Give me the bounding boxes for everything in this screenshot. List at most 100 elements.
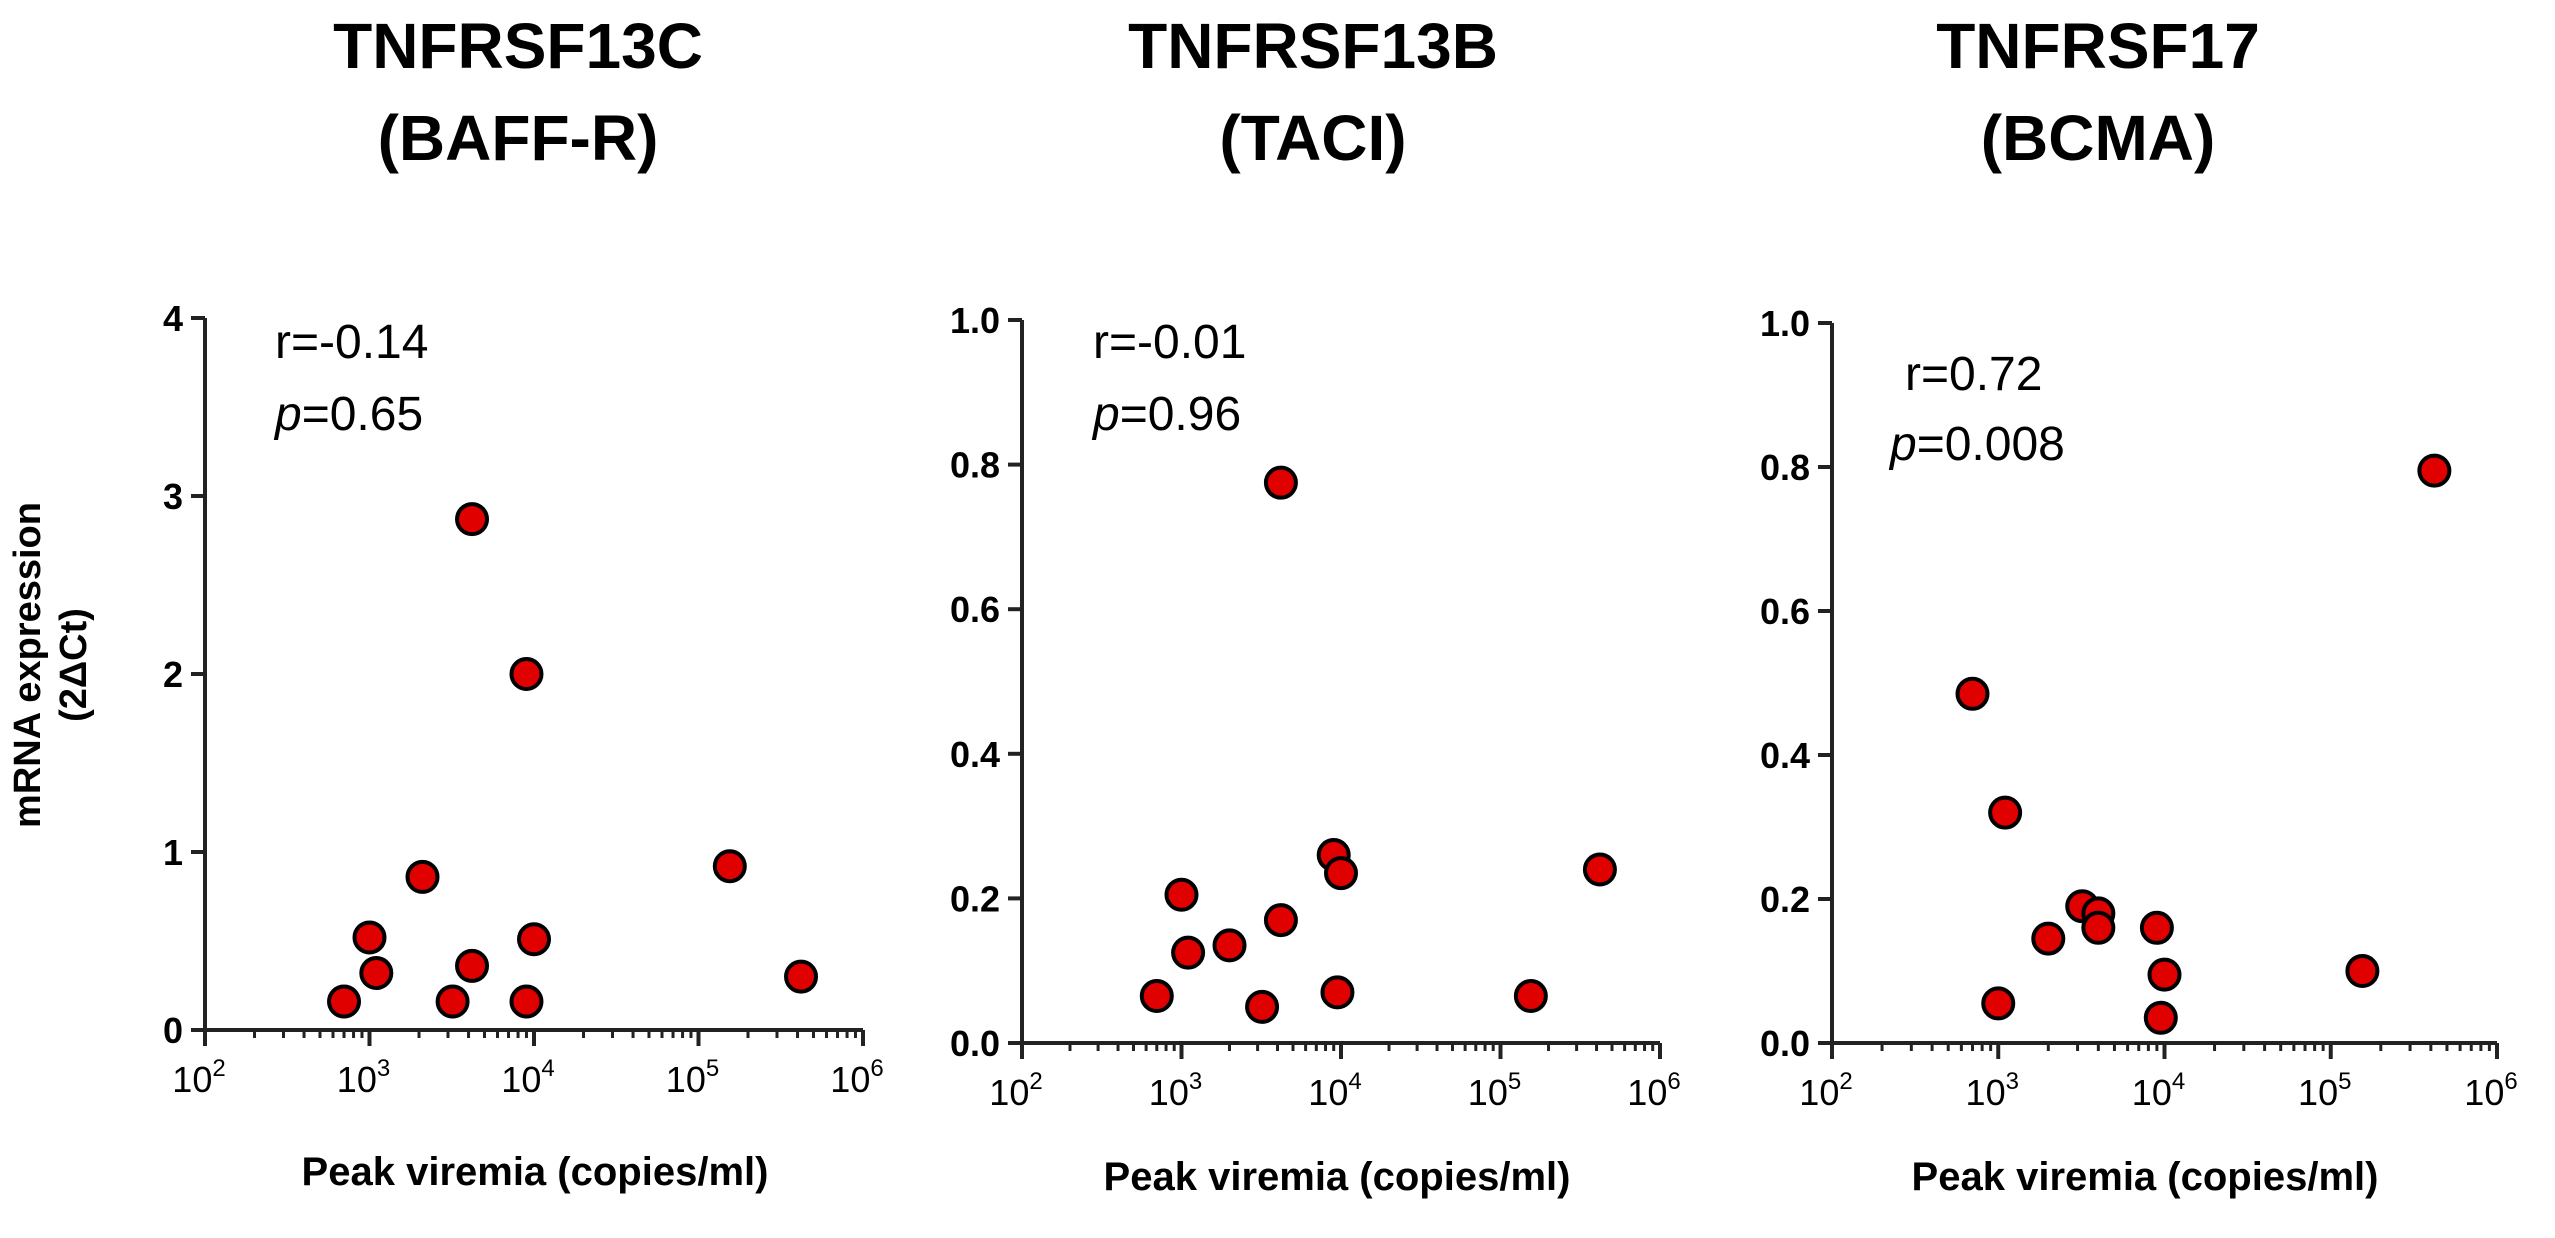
y-tick-label: 0.4 (950, 734, 1000, 775)
panel-baffr: TNFRSF13C (BAFF-R) Peak viremia (copies/… (163, 10, 884, 1194)
x-tick-label: 105 (2298, 1068, 2351, 1113)
data-point (2081, 910, 2116, 945)
x-tick-label: 102 (1799, 1068, 1852, 1113)
p-symbol: p (1091, 388, 1120, 441)
data-point (1320, 975, 1355, 1010)
data-point (2139, 910, 2174, 945)
data-points (327, 502, 819, 1019)
data-point (455, 502, 490, 537)
panel-title-line2: (BAFF-R) (378, 102, 659, 174)
annotation-r: r=-0.14 (275, 316, 428, 369)
axes: 0 1 2 3 4 102 103 104 105 106 (163, 298, 884, 1100)
data-point (1263, 903, 1298, 938)
y-tick-label: 1 (163, 832, 183, 873)
y-tick-label: 4 (163, 298, 183, 339)
data-point (1513, 979, 1548, 1014)
p-value: =0.65 (302, 388, 423, 441)
annotation-p: p=0.96 (1091, 388, 1241, 441)
y-tick-label: 0.0 (950, 1023, 1000, 1064)
annotation-r: r=0.72 (1905, 348, 2042, 401)
y-tick-label: 0.8 (1760, 447, 1810, 488)
data-point (517, 922, 551, 957)
annotation: r=-0.01 p=0.96 (1091, 316, 1246, 441)
annotation-p: p=0.008 (1888, 418, 2065, 471)
y-tick-label: 1.0 (1760, 303, 1810, 344)
shared-ylabel: mRNA expression (2ΔCt) (7, 502, 95, 828)
x-axis-label: Peak viremia (copies/ml) (1912, 1155, 2379, 1199)
y-tick-label: 1.0 (950, 300, 1000, 341)
data-point (1582, 852, 1617, 887)
data-point (509, 984, 544, 1019)
data-point (327, 984, 362, 1019)
annotation: r=0.72 p=0.008 (1888, 348, 2065, 471)
axes: 0.0 0.2 0.4 0.6 0.8 1.0 102 103 104 105 106 (950, 300, 1681, 1113)
x-tick-label: 102 (989, 1068, 1042, 1113)
data-point (509, 657, 544, 691)
data-point (455, 948, 490, 983)
data-point (1988, 795, 2023, 830)
y-tick-label: 3 (163, 476, 183, 517)
data-point (2345, 954, 2380, 988)
y-tick-label: 0.4 (1760, 735, 1810, 776)
data-point (1164, 877, 1199, 912)
p-symbol: p (273, 388, 302, 441)
data-point (1324, 856, 1358, 891)
x-tick-label: 103 (1149, 1068, 1202, 1113)
data-point (405, 859, 440, 894)
p-symbol: p (1888, 418, 1917, 471)
ylabel-line2: (2ΔCt) (53, 608, 95, 722)
annotation-r: r=-0.01 (1093, 316, 1246, 369)
data-point (2143, 1000, 2178, 1035)
data-point (1212, 928, 1247, 963)
p-value: =0.008 (1917, 418, 2065, 471)
x-tick-label: 106 (830, 1055, 883, 1100)
panel-title-line1: TNFRSF17 (1936, 10, 2260, 82)
y-tick-label: 2 (163, 654, 183, 695)
axes: 0.0 0.2 0.4 0.6 0.8 1.0 102 103 104 105 106 (1760, 303, 2518, 1113)
data-point (784, 959, 819, 994)
y-tick-label: 0.6 (1760, 591, 1810, 632)
panel-title-line1: TNFRSF13B (1128, 10, 1498, 82)
panel-title-line1: TNFRSF13C (333, 10, 703, 82)
panel-bcma: TNFRSF17 (BCMA) Peak viremia (copies/ml)… (1760, 10, 2518, 1199)
x-tick-label: 105 (1468, 1068, 1521, 1113)
data-point (1263, 465, 1298, 500)
data-point (2031, 921, 2066, 956)
data-point (359, 956, 394, 991)
data-point (712, 849, 747, 884)
panel-title-line2: (TACI) (1219, 102, 1406, 174)
x-tick-label: 103 (337, 1055, 390, 1100)
data-point (352, 920, 387, 955)
annotation: r=-0.14 p=0.65 (273, 316, 428, 441)
x-tick-label: 103 (1966, 1068, 2019, 1113)
data-points (1139, 465, 1617, 1024)
y-tick-label: 0.8 (950, 445, 1000, 486)
x-tick-label: 102 (172, 1055, 225, 1100)
data-point (435, 984, 470, 1019)
y-tick-label: 0.6 (950, 589, 1000, 630)
y-tick-label: 0 (163, 1010, 183, 1051)
ylabel-line1: mRNA expression (7, 502, 49, 828)
x-tick-label: 104 (2132, 1068, 2185, 1113)
p-value: =0.96 (1120, 388, 1241, 441)
y-tick-label: 0.2 (950, 878, 1000, 919)
panel-title-line2: (BCMA) (1981, 102, 2216, 174)
data-point (1245, 989, 1280, 1024)
x-axis-label: Peak viremia (copies/ml) (302, 1150, 769, 1194)
x-axis-label: Peak viremia (copies/ml) (1104, 1155, 1571, 1199)
data-point (1955, 676, 1990, 711)
data-point (1139, 979, 1174, 1014)
y-tick-label: 0.0 (1760, 1023, 1810, 1064)
x-tick-label: 106 (2464, 1068, 2517, 1113)
x-tick-label: 104 (1308, 1068, 1361, 1113)
annotation-p: p=0.65 (273, 388, 423, 441)
x-tick-label: 104 (501, 1055, 554, 1100)
data-point (1171, 935, 1206, 970)
data-point (2147, 957, 2182, 992)
data-point (1981, 986, 2016, 1021)
data-point (2417, 453, 2452, 488)
y-tick-label: 0.2 (1760, 879, 1810, 920)
data-points (1955, 453, 2452, 1035)
panel-taci: TNFRSF13B (TACI) Peak viremia (copies/ml… (950, 10, 1681, 1199)
